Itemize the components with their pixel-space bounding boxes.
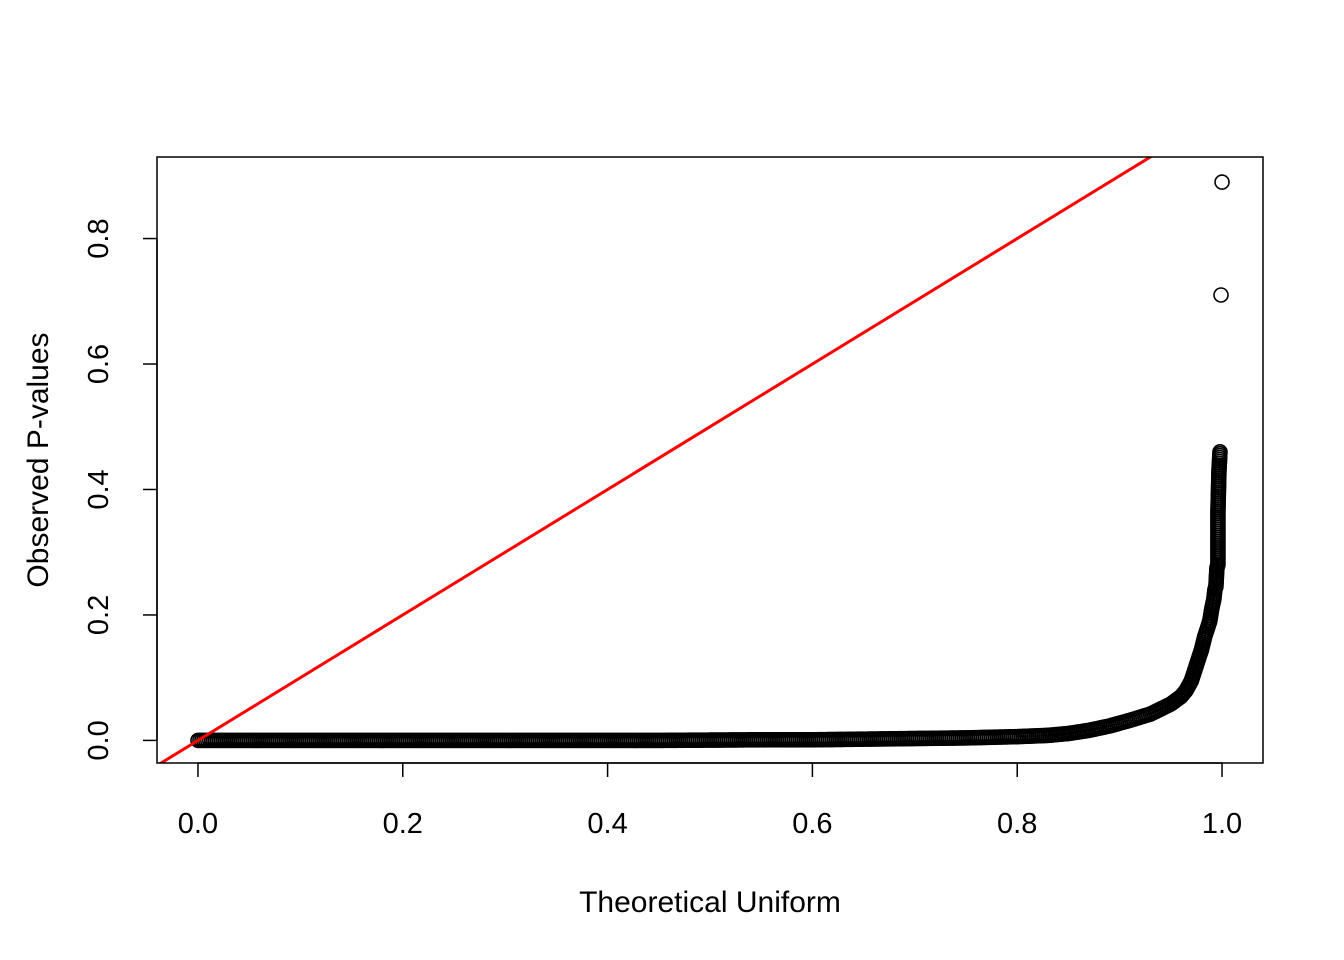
x-tick-label: 0.4: [587, 808, 627, 840]
x-axis: 0.0 0.2 0.4 0.6 0.8 1.0: [178, 762, 1242, 840]
x-tick-label: 1.0: [1202, 808, 1242, 840]
x-tick-label: 0.0: [178, 808, 218, 840]
y-axis: 0.0 0.2 0.4 0.6 0.8: [83, 218, 158, 761]
y-tick-label: 0.2: [83, 595, 115, 635]
y-tick-label: 0.8: [83, 218, 115, 258]
plot-frame: [156, 156, 1264, 764]
y-tick-label: 0.6: [83, 344, 115, 384]
x-axis-label: Theoretical Uniform: [579, 886, 841, 919]
x-tick-label: 0.8: [997, 808, 1037, 840]
x-tick-label: 0.2: [383, 808, 423, 840]
data-point: [1213, 287, 1229, 303]
y-tick-label: 0.0: [83, 720, 115, 760]
data-point: [1212, 444, 1228, 460]
reference-line-layer: [158, 157, 1154, 763]
points-layer: [190, 174, 1230, 749]
data-point: [1214, 174, 1230, 190]
y-axis-label: Observed P-values: [22, 332, 55, 587]
x-tick-label: 0.6: [792, 808, 832, 840]
reference-line: [158, 157, 1154, 763]
y-tick-label: 0.4: [83, 469, 115, 509]
